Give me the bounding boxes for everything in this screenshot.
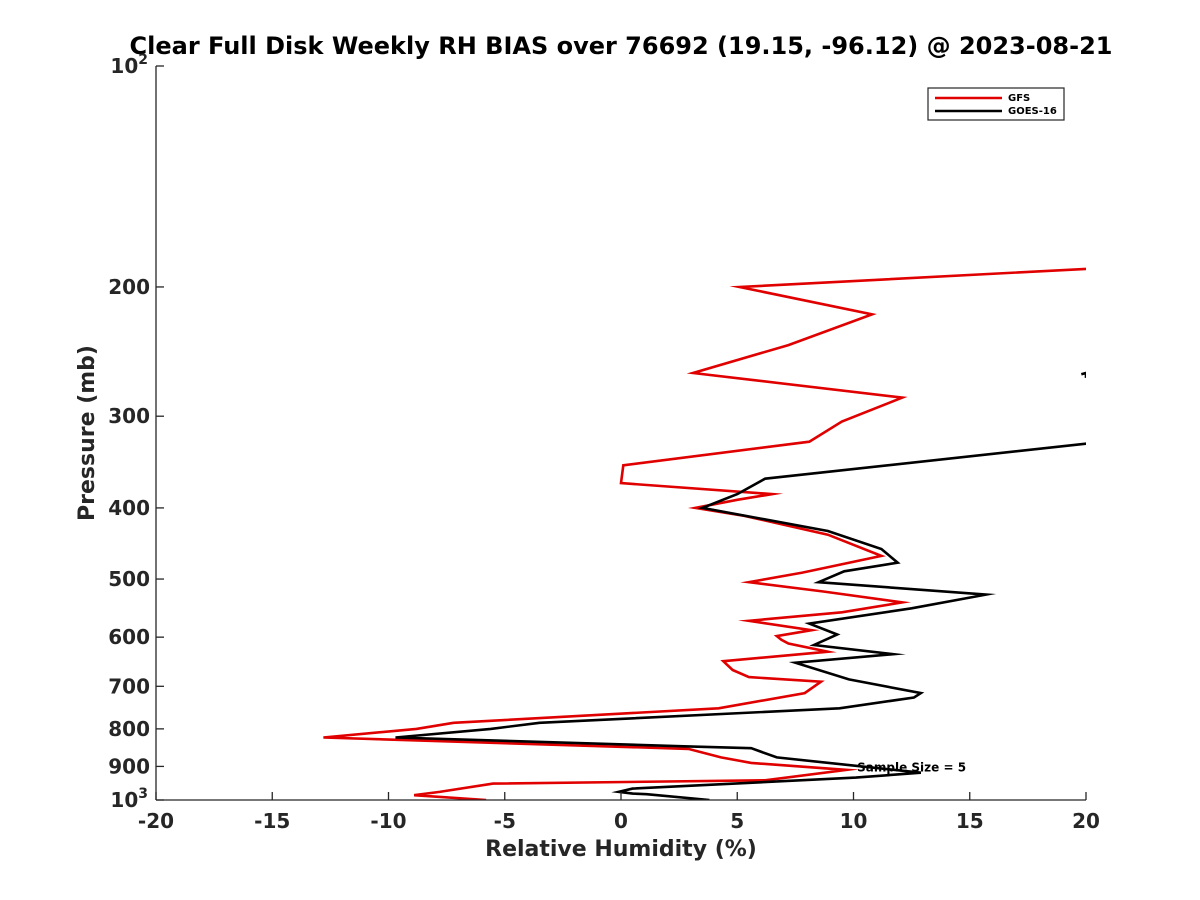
x-tick-label: 20: [1072, 809, 1100, 833]
x-tick-label: 0: [614, 809, 628, 833]
y-tick-label: 102: [110, 52, 148, 78]
x-tick-label: -10: [370, 809, 406, 833]
y-tick-label: 400: [108, 496, 150, 520]
y-tick-label: 500: [108, 567, 150, 591]
series-line-gfs-1: [323, 267, 1086, 800]
y-ticks: 102 200 300 400 500 600 700 800 900 103: [108, 52, 164, 812]
y-tick-label: 900: [108, 754, 150, 778]
y-tick-label: 700: [108, 674, 150, 698]
x-tick-label: -5: [494, 809, 516, 833]
y-tick-label: 200: [108, 275, 150, 299]
legend-label-goes16: GOES-16: [1008, 106, 1057, 117]
series-layer: [323, 267, 1086, 800]
y-tick-label: 600: [108, 625, 150, 649]
y-tick-label: 800: [108, 717, 150, 741]
legend-box: [927, 87, 1065, 121]
x-axis-label: Relative Humidity (%): [485, 837, 757, 862]
series-line-goes16-1: [395, 442, 1086, 800]
legend: GFS GOES-16: [927, 87, 1065, 121]
sample-size-annotation: Sample Size = 5: [857, 760, 966, 774]
y-tick-label: 103: [110, 786, 148, 812]
legend-label-gfs: GFS: [1008, 93, 1030, 104]
x-ticks: -20 -15 -10 -5 0 5 10 15 20: [138, 792, 1100, 833]
x-tick-label: -20: [138, 809, 174, 833]
x-tick-label: 15: [956, 809, 984, 833]
y-axis-label: Pressure (mb): [75, 345, 100, 521]
axes: [155, 66, 1086, 801]
chart-title: Clear Full Disk Weekly RH BIAS over 7669…: [130, 32, 1113, 60]
series-line-goes16-0: [1080, 371, 1086, 378]
y-tick-label: 300: [108, 404, 150, 428]
x-tick-label: -15: [254, 809, 290, 833]
x-tick-label: 5: [730, 809, 744, 833]
x-tick-label: 10: [840, 809, 868, 833]
